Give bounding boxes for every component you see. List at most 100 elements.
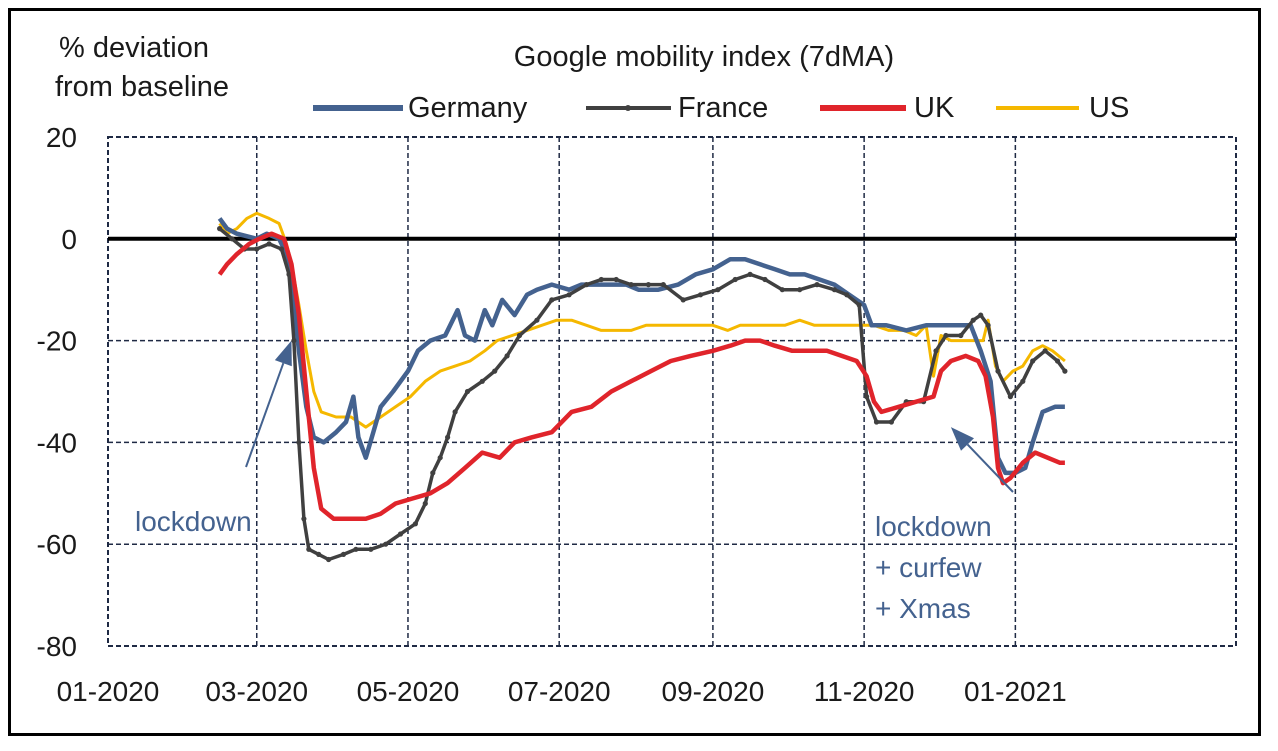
x-tick-label: 03-2020 <box>205 676 308 707</box>
france-point <box>873 419 880 425</box>
france-point <box>762 276 768 283</box>
france-point <box>278 246 285 252</box>
france-point <box>368 546 374 552</box>
france-point <box>430 470 436 476</box>
y-axis-title-line1: % deviation <box>59 32 209 64</box>
france-point <box>613 276 619 283</box>
annotation-arrow-head <box>274 340 292 367</box>
france-point <box>353 546 359 552</box>
mobility-chart: % deviation from baseline Google mobilit… <box>37 32 1237 707</box>
x-tick-label: 09-2020 <box>662 676 765 707</box>
y-axis-ticks: 20 0 -20 -40 -60 -80 <box>37 122 77 662</box>
france-point <box>680 297 686 303</box>
france-point <box>844 292 850 298</box>
france-point <box>534 317 540 323</box>
france-point <box>970 317 976 323</box>
france-point <box>715 287 721 293</box>
france-point <box>516 332 523 339</box>
y-tick-label: -60 <box>37 529 77 560</box>
x-tick-label: 01-2021 <box>964 676 1067 707</box>
france-point <box>217 226 223 232</box>
france-point <box>1007 394 1014 400</box>
france-point <box>1020 378 1026 384</box>
plot-area <box>107 136 1237 647</box>
france-point <box>583 282 590 288</box>
france-point <box>1062 368 1068 374</box>
france-point <box>831 287 838 293</box>
annotation-text: lockdown <box>875 511 992 542</box>
annotation-arrow-head <box>950 427 974 451</box>
france-point <box>933 348 939 354</box>
y-tick-label: -80 <box>37 631 77 662</box>
gridlines <box>108 137 1236 646</box>
france-point <box>316 551 322 558</box>
france-point <box>628 282 634 288</box>
france-point <box>291 338 297 344</box>
france-point <box>697 292 704 298</box>
france-point <box>464 388 471 395</box>
france-point <box>266 241 272 247</box>
france-point <box>452 409 458 415</box>
france-point <box>995 368 1001 374</box>
france-point <box>397 531 404 537</box>
france-point <box>306 546 312 552</box>
france-point <box>814 282 820 288</box>
france-point <box>412 521 418 527</box>
legend-label-us: US <box>1089 92 1129 124</box>
legend: Germany France UK US <box>313 92 1129 124</box>
france-point <box>856 302 862 308</box>
france-point <box>326 556 332 563</box>
france-point <box>598 276 604 283</box>
france-point <box>1042 348 1048 354</box>
annotation-text: lockdown <box>135 506 252 537</box>
annotation-arrow-shaft <box>966 443 1014 493</box>
france-point <box>888 419 895 425</box>
legend-label-uk: UK <box>914 92 955 124</box>
france-point <box>340 551 347 558</box>
y-tick-label: 0 <box>61 224 77 255</box>
x-tick-label: 11-2020 <box>814 676 915 707</box>
france-point <box>797 287 803 293</box>
france-point <box>549 297 555 303</box>
france-point <box>229 236 235 242</box>
annotation-arrow-shaft <box>245 362 285 468</box>
france-point <box>492 368 498 374</box>
france-point <box>985 322 991 328</box>
france-point <box>504 353 510 359</box>
annotations: lockdown lockdown + curfew + Xmas <box>135 340 1014 624</box>
y-tick-label: -20 <box>37 326 77 357</box>
x-tick-label: 07-2020 <box>508 676 611 707</box>
legend-label-france: France <box>678 92 768 124</box>
x-tick-label: 05-2020 <box>357 676 460 707</box>
y-tick-label: 20 <box>46 122 77 153</box>
france-point <box>566 292 572 298</box>
legend-marker-france <box>625 105 631 111</box>
x-tick-label: 01-2020 <box>57 676 160 707</box>
france-point <box>1054 358 1061 364</box>
france-point <box>296 439 302 445</box>
france-point <box>943 332 949 339</box>
series-layer <box>217 211 1068 563</box>
series-line-france <box>218 227 1067 562</box>
chart-title: Google mobility index (7dMA) <box>514 41 894 73</box>
france-point <box>645 282 652 288</box>
france-point <box>301 516 307 522</box>
france-point <box>1030 358 1036 364</box>
france-point <box>978 312 984 318</box>
france-point <box>747 271 753 277</box>
france-point <box>732 276 738 283</box>
france-point <box>660 282 666 288</box>
france-point <box>286 271 292 277</box>
france-point <box>479 378 485 384</box>
series-line-germany <box>217 217 1065 476</box>
france-point <box>779 287 785 293</box>
x-axis-ticks: 01-2020 03-2020 05-2020 07-2020 09-2020 11-20… <box>57 676 1067 707</box>
france-point <box>864 394 870 400</box>
chart-frame: % deviation from baseline Google mobilit… <box>8 8 1261 736</box>
france-point <box>422 500 428 507</box>
france-point <box>254 246 260 252</box>
legend-label-germany: Germany <box>408 92 528 124</box>
annotation-text: + curfew <box>875 552 982 583</box>
series-line-us <box>218 211 1066 429</box>
france-point <box>437 455 443 461</box>
